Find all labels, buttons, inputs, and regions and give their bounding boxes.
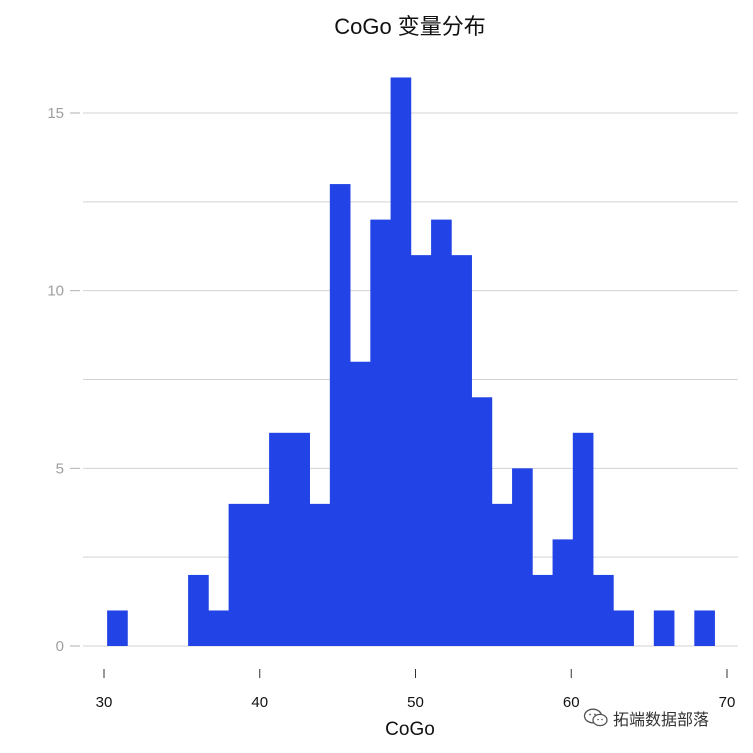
histogram-bar <box>431 219 452 646</box>
histogram-bar <box>410 255 432 646</box>
x-axis: 30 40 50 60 70 <box>96 669 736 711</box>
y-tick-label: 0 <box>56 638 64 655</box>
y-tick-label: 15 <box>47 105 64 122</box>
x-tick-label: 40 <box>251 694 268 711</box>
histogram-bar <box>491 503 513 646</box>
histogram-bar <box>512 468 533 646</box>
histogram-bar <box>471 397 493 646</box>
x-tick-label: 50 <box>407 694 424 711</box>
histogram-bar <box>350 361 371 646</box>
histogram-bar <box>329 184 351 647</box>
histogram-bar <box>593 574 614 646</box>
histogram-bar <box>228 503 250 646</box>
chart-title: CoGo 变量分布 <box>334 14 486 39</box>
histogram-bar <box>269 432 290 646</box>
histogram-bar <box>188 574 209 646</box>
histogram-bar <box>532 574 553 646</box>
x-tick-label: 70 <box>719 694 736 711</box>
histogram-bar <box>309 503 331 646</box>
x-axis-label: CoGo <box>385 719 435 740</box>
histogram-bar <box>370 219 391 646</box>
histogram-bar <box>613 610 634 646</box>
histogram-bar <box>653 610 675 646</box>
histogram-bar <box>107 610 128 646</box>
histogram-bars <box>107 77 715 647</box>
histogram-bar <box>289 432 310 646</box>
y-tick-label: 5 <box>56 460 64 477</box>
watermark-text: 拓端数据部落 <box>613 712 710 729</box>
wechat-icon <box>583 708 608 727</box>
histogram-bar <box>390 77 412 646</box>
x-tick-label: 30 <box>96 694 113 711</box>
x-tick-label: 60 <box>563 694 580 711</box>
histogram-bar <box>208 610 229 646</box>
histogram-bar <box>694 610 715 646</box>
histogram-bar <box>451 255 472 646</box>
y-axis: 0 5 10 15 <box>47 105 80 655</box>
y-tick-label: 10 <box>47 283 64 300</box>
histogram-bar <box>552 539 574 646</box>
histogram-bar <box>572 432 594 646</box>
watermark: 拓端数据部落 <box>583 706 709 730</box>
histogram-bar <box>248 503 270 646</box>
